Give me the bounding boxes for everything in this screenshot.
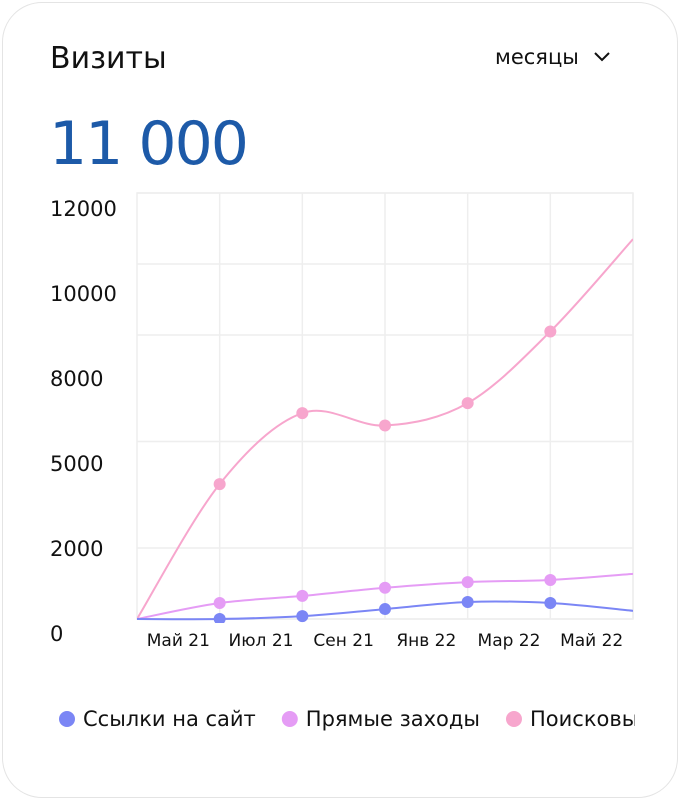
x-tick-label: Сен 21: [313, 631, 373, 651]
point: [213, 597, 226, 610]
point: [379, 581, 391, 594]
period-dropdown[interactable]: месяцы: [495, 45, 611, 69]
point: [213, 613, 226, 623]
x-tick-label: Июл 21: [229, 631, 294, 651]
legend: Ссылки на сайт Прямые заходы Поисковые сис…: [59, 707, 678, 731]
title: Визиты: [50, 41, 167, 76]
x-tick-label: Янв 22: [396, 631, 456, 651]
y-tick-label: 12000: [50, 197, 117, 221]
chart: 0 2000 5000 8000 10000 12000 Май 21 Июл 21 Сен 2…: [50, 192, 678, 731]
point: [213, 478, 226, 491]
legend-marker: [281, 711, 298, 727]
point: [379, 419, 391, 432]
point: [296, 589, 309, 602]
y-tick-label: 10000: [50, 282, 117, 306]
total: 11 000: [49, 109, 249, 179]
point: [544, 597, 557, 610]
y-tick-label: 2000: [50, 537, 103, 561]
legend-marker: [59, 711, 75, 727]
point: [296, 407, 309, 420]
period-label: месяцы: [495, 45, 579, 69]
legend-marker: [505, 711, 522, 727]
plot: [137, 238, 633, 623]
x-tick-label: Мар 22: [478, 631, 541, 651]
y-tick-label: 5000: [50, 452, 103, 476]
x-tick-label: Май 22: [560, 631, 623, 651]
legend-label: Поисковые системы: [530, 707, 678, 731]
legend-label: Прямые заходы: [306, 707, 480, 731]
x-tick-label: Май 21: [147, 631, 210, 651]
point: [461, 576, 474, 589]
legend-label: Ссылки на сайт: [83, 707, 256, 731]
y-tick-label: 8000: [50, 367, 103, 391]
point: [461, 595, 474, 608]
point: [544, 573, 557, 586]
point: [379, 603, 391, 616]
point: [296, 610, 309, 623]
point: [461, 397, 474, 410]
y-tick-label: 0: [50, 622, 63, 646]
point: [544, 325, 557, 338]
chevron: [594, 52, 610, 62]
